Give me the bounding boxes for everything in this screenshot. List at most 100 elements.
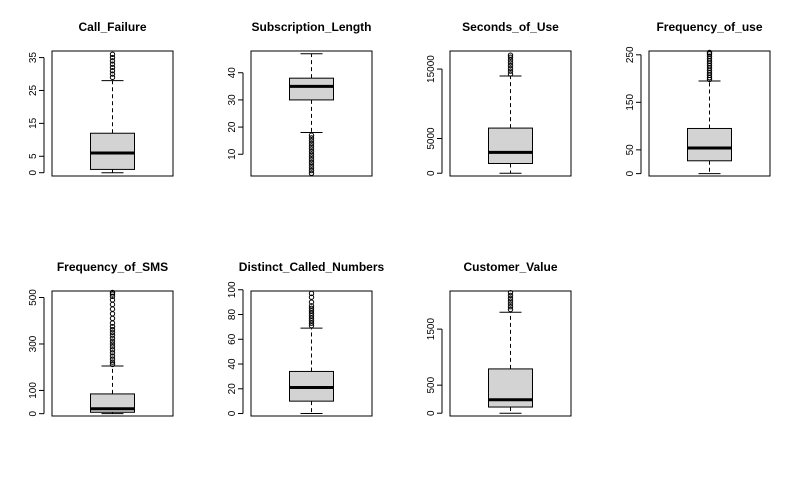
outlier-point [507,60,514,66]
outlier-point [308,313,315,319]
y-tick-label: 30 [227,94,238,106]
outlier-point [308,299,315,305]
outlier-point [507,306,514,313]
plot-frame [51,50,174,177]
panel-title: Subscription_Length [252,20,372,34]
y-tick-label: 40 [227,67,238,79]
outlier-point [706,49,713,56]
plot-frame [449,290,572,417]
outlier-point [109,353,116,359]
outlier-point [109,301,116,308]
outlier-point [109,74,116,81]
outlier-point [507,295,514,301]
panel-title: Seconds_of_Use [462,20,559,34]
outlier-point [308,294,315,300]
outlier-point [308,143,315,149]
outlier-point [109,68,116,74]
outlier-point [507,71,514,77]
panel-1: Call_Failure 0 5 15 25 35 [28,20,174,177]
outlier-point [308,154,315,160]
outlier-point [109,359,116,365]
y-tick-label: 0 [426,410,437,416]
outlier-point [308,305,315,312]
y-tick-label: 15 [28,117,39,129]
outlier-point [308,151,315,157]
outlier-point [109,71,116,77]
panel-4: Frequency_of_use 0 50 150 250 [625,20,771,177]
outlier-point [308,318,315,324]
panel-6: Distinct_Called_Numbers 0 20 40 60 80 100 [227,260,385,417]
outlier-point [109,361,116,368]
outlier-point [308,137,315,144]
y-tick-label: 500 [426,376,437,393]
iqr-box [488,127,533,164]
outlier-point [308,159,315,166]
outlier-point [507,54,514,60]
outlier-point [109,347,116,353]
outlier-point [109,344,116,350]
outlier-point [507,65,514,72]
outlier-point [507,62,514,69]
y-tick-label: 20 [227,383,238,395]
y-tick-label: 5 [28,153,39,159]
outlier-point [109,335,116,341]
y-tick-label: 250 [625,46,636,63]
y-tick-label: 60 [227,333,238,345]
iqr-box [687,127,732,162]
iqr-box [488,368,533,408]
panel-title: Frequency_of_use [656,20,762,34]
panel-2: Subscription_Length 10 20 30 40 [227,20,373,177]
y-tick-label: 0 [227,410,238,416]
outlier-point [109,58,116,64]
outlier-point [109,64,116,71]
y-tick-label: 5000 [426,127,437,150]
y-tick-label: 40 [227,358,238,370]
outlier-point [308,170,315,176]
outlier-point [308,322,315,329]
outlier-point [109,61,116,67]
y-tick-label: 20 [227,121,238,133]
outlier-point [308,320,315,326]
panel-7: Customer_Value 0 500 1500 [426,260,572,417]
panel-title: Call_Failure [78,20,146,34]
y-tick-label: 80 [227,309,238,321]
panel-3: Seconds_of_Use 0 5000 15000 [426,20,572,177]
outlier-point [308,156,315,163]
outlier-point [109,350,116,356]
outlier-point [109,329,116,336]
outlier-point [109,291,116,297]
outlier-point [109,341,116,347]
outlier-point [507,292,514,299]
outlier-point [507,301,514,307]
y-tick-label: 15000 [426,55,437,83]
outlier-point [308,308,315,314]
outlier-point [308,135,315,141]
y-tick-label: 500 [28,289,39,306]
panel-title: Customer_Value [463,260,557,274]
iqr-box [90,132,135,170]
outlier-point [308,165,315,171]
outlier-point [308,167,315,174]
outlier-point [308,146,315,152]
plot-frame [51,290,174,417]
outlier-point [109,54,116,61]
outlier-point [507,52,514,58]
plot-frame [449,50,572,177]
outlier-point [109,297,116,303]
outlier-point [109,306,116,312]
outlier-point [109,323,116,330]
y-tick-label: 0 [28,410,39,416]
outlier-point [308,303,315,309]
outlier-point [507,303,514,310]
y-tick-label: 150 [625,94,636,111]
outlier-point [308,310,315,316]
y-tick-label: 300 [28,335,39,352]
outlier-point [109,338,116,344]
outlier-point [308,132,315,138]
panel-title: Frequency_of_SMS [57,260,168,274]
outlier-point [109,356,116,362]
outlier-point [507,298,514,304]
y-tick-label: 100 [227,281,238,298]
outlier-point [109,51,116,57]
iqr-box [289,77,334,101]
